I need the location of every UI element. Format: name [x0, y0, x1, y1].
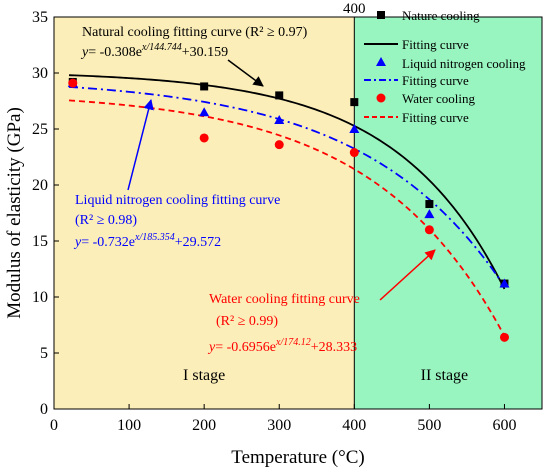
legend-item-nature-fit: Fitting curve	[364, 37, 469, 52]
data-point-0-2	[275, 91, 284, 100]
legend-label-water-fit: Fitting curve	[402, 110, 469, 125]
x-axis-label: Temperature (°C)	[231, 447, 364, 468]
stage-region-2	[354, 17, 542, 409]
data-point-1-2	[274, 115, 285, 125]
data-point-2-4	[424, 225, 434, 235]
y-tick-label: 0	[40, 401, 48, 418]
data-point-2-0	[68, 78, 78, 88]
y-tick-label: 5	[40, 345, 48, 362]
legend-item-liquid-nitrogen: Liquid nitrogen cooling	[376, 56, 526, 71]
x-tick-label: 400	[342, 417, 366, 434]
annotation-liquid-nitrogen-r2: (R² ≥ 0.98)	[75, 213, 137, 228]
x-tick-label: 500	[417, 417, 441, 434]
x-tick-label: 600	[492, 417, 516, 434]
legend-label-water-cooling: Water cooling	[402, 91, 475, 106]
annotation-water-arrow	[379, 249, 436, 301]
annotation-water: Water cooling fitting curve (R² ≥ 0.99) …	[207, 249, 436, 355]
legend-item-nature-cooling: Nature cooling	[377, 8, 480, 23]
legend-label-liquid-nitrogen: Liquid nitrogen cooling	[402, 56, 526, 71]
data-point-1-1	[199, 107, 210, 117]
annotation-natural: Natural cooling fitting curve (R² ≥ 0.97…	[80, 25, 308, 87]
legend-label-nature-cooling: Nature cooling	[402, 8, 480, 23]
annotation-liquid-nitrogen-title: Liquid nitrogen cooling fitting curve	[75, 193, 280, 208]
y-axis-label: Modulus of elasticity (GPa)	[4, 107, 25, 319]
stage-label-i: I stage	[183, 367, 225, 384]
y-tick-label: 30	[32, 65, 48, 82]
y-tick-label: 25	[32, 121, 48, 138]
legend: Nature cooling Fitting curve Liquid nitr…	[364, 8, 526, 125]
data-point-1-4	[424, 209, 435, 219]
stage-region-1	[54, 17, 355, 409]
y-tick-label: 20	[32, 177, 48, 194]
legend-item-water-cooling: Water cooling	[376, 91, 475, 106]
plot-frame	[53, 16, 543, 410]
data-point-0-3	[350, 98, 359, 107]
y-tick-label: 10	[32, 289, 48, 306]
annotation-water-equation: y= -0.6956ex/174.12+28.333	[207, 337, 357, 355]
data-point-2-5	[499, 332, 509, 342]
legend-item-water-fit: Fitting curve	[364, 110, 469, 125]
y-tick-label: 15	[32, 233, 48, 250]
annotation-natural-equation: y= -0.308ex/144.744+30.159	[80, 42, 228, 60]
data-point-2-2	[274, 140, 284, 150]
annotation-water-title: Water cooling fitting curve	[209, 292, 360, 307]
annotation-water-r2: (R² ≥ 0.99)	[216, 314, 278, 329]
legend-item-liquid-nitrogen-fit: Fitting curve	[364, 73, 469, 88]
data-point-2-3	[349, 148, 359, 158]
legend-label-liquid-nitrogen-fit: Fitting curve	[402, 73, 469, 88]
annotation-liquid-nitrogen: Liquid nitrogen cooling fitting curve (R…	[73, 98, 280, 250]
annotation-liquid-nitrogen-arrow	[127, 98, 154, 191]
fit-curve-2	[68, 99, 506, 337]
annotation-natural-title: Natural cooling fitting curve (R² ≥ 0.97…	[82, 25, 308, 40]
annotation-liquid-nitrogen-equation: y= -0.732ex/185.354+29.572	[73, 232, 221, 250]
y-tick-label: 35	[32, 9, 48, 26]
x-tick-label: 100	[117, 417, 141, 434]
data-point-1-3	[349, 124, 360, 133]
annotation-natural-arrow	[227, 59, 264, 87]
legend-label-nature-fit: Fitting curve	[402, 37, 469, 52]
data-point-1-5	[499, 278, 510, 288]
data-point-2-1	[199, 133, 209, 143]
fit-curve-0	[68, 74, 506, 290]
stage-label-ii: II stage	[421, 367, 469, 384]
top-tick-label: 400	[343, 1, 366, 17]
data-point-0-1	[200, 82, 209, 91]
data-point-0-4	[425, 200, 434, 209]
x-tick-label: 300	[267, 417, 291, 434]
x-tick-label: 200	[192, 417, 216, 434]
x-tick-label: 0	[50, 417, 58, 434]
